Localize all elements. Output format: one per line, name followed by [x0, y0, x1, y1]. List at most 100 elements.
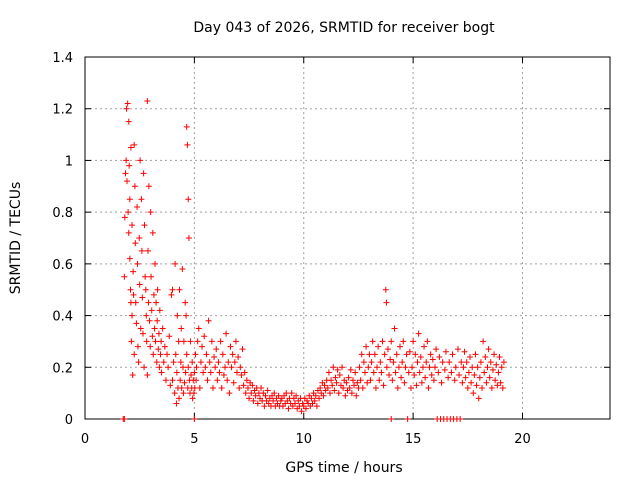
data-point [392, 369, 399, 376]
data-point [155, 346, 162, 353]
data-point [487, 359, 494, 366]
data-point [216, 369, 223, 376]
data-point [243, 377, 250, 384]
data-point [448, 369, 455, 376]
y-tick-label: 0 [65, 413, 73, 428]
data-point [332, 374, 339, 381]
data-point [129, 222, 136, 229]
data-point [202, 364, 209, 371]
data-point [166, 333, 173, 340]
data-point [189, 359, 196, 366]
data-point [461, 348, 468, 355]
data-point [359, 384, 366, 391]
data-point [397, 343, 403, 350]
data-point [419, 364, 426, 371]
data-point [238, 372, 245, 379]
data-point [395, 364, 402, 371]
data-point [180, 364, 186, 371]
data-point [177, 359, 184, 366]
data-point [329, 382, 336, 389]
data-point [197, 359, 204, 366]
y-tick-label: 0.2 [52, 361, 73, 376]
data-point [178, 325, 185, 332]
data-point [414, 359, 421, 366]
data-point [328, 377, 335, 384]
data-point [374, 364, 381, 371]
data-point [237, 364, 244, 371]
data-point [439, 359, 446, 366]
data-point [192, 351, 199, 358]
data-point [368, 359, 375, 366]
data-point [127, 286, 134, 293]
data-point [283, 390, 290, 397]
data-point [178, 384, 185, 391]
data-point [492, 377, 499, 384]
data-point [458, 359, 465, 366]
data-point [491, 351, 498, 358]
data-point [360, 359, 367, 366]
data-point [484, 364, 491, 371]
data-point [327, 390, 333, 397]
data-point [335, 390, 342, 397]
data-point [316, 395, 323, 402]
data-point [476, 374, 483, 381]
data-point [190, 390, 197, 397]
data-point [164, 351, 171, 358]
x-axis-label: GPS time / hours [285, 460, 402, 476]
data-point [205, 317, 212, 324]
data-point [435, 369, 442, 376]
data-point [249, 382, 256, 389]
data-point [470, 390, 477, 397]
data-point [124, 178, 130, 185]
data-point [181, 379, 188, 386]
data-point [193, 364, 200, 371]
data-point [121, 416, 128, 422]
data-point [333, 379, 340, 386]
data-point [235, 353, 242, 360]
data-point [497, 379, 504, 386]
data-point [169, 286, 176, 293]
data-point [126, 255, 133, 262]
data-point [200, 369, 207, 376]
y-tick-label: 1 [65, 154, 73, 169]
data-point [464, 384, 471, 391]
data-point [452, 364, 459, 371]
data-point [172, 351, 179, 358]
data-point [382, 286, 389, 293]
data-point [311, 397, 318, 404]
data-point [220, 372, 227, 379]
data-point [462, 374, 469, 381]
data-point [134, 203, 141, 210]
data-point [134, 343, 141, 350]
data-point [339, 364, 346, 371]
data-point [378, 369, 385, 376]
data-point [142, 273, 149, 280]
data-point [446, 359, 453, 366]
data-point [234, 369, 241, 376]
data-point [480, 338, 487, 345]
data-point [154, 286, 161, 293]
data-point [207, 369, 214, 376]
data-point [182, 369, 189, 376]
axis-ticks: 0 0.2 0.4 0.6 0.8 1 1.2 1.4 0 5 10 15 20 [52, 51, 610, 447]
data-point [144, 372, 151, 379]
data-point [180, 338, 187, 345]
data-point [413, 382, 420, 389]
data-point [270, 397, 277, 404]
x-tick-label: 0 [81, 432, 89, 447]
data-point [128, 338, 135, 345]
data-point [258, 384, 265, 391]
data-point [132, 299, 139, 306]
data-point [167, 382, 174, 389]
data-point [293, 392, 300, 399]
data-point [179, 266, 186, 273]
data-point [248, 390, 255, 397]
data-point [436, 353, 443, 360]
data-point [254, 400, 261, 407]
data-point [145, 183, 152, 190]
data-point [228, 364, 235, 371]
data-point [176, 286, 183, 293]
data-point [230, 379, 237, 386]
data-point [477, 359, 484, 366]
data-point [428, 372, 435, 379]
